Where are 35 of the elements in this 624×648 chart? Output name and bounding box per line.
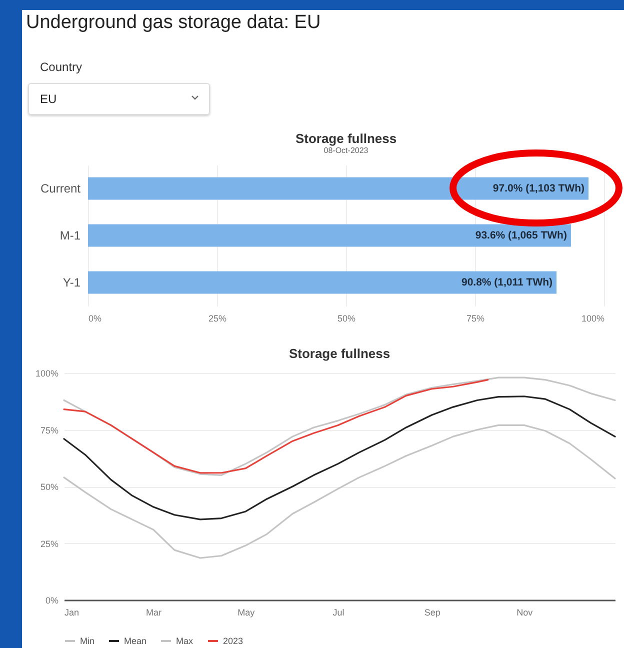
x-tick-label: 100% — [581, 314, 604, 324]
x-tick-label: Mar — [146, 608, 162, 618]
y-tick-label: M-1 — [60, 228, 81, 242]
x-tick-label: 25% — [208, 314, 227, 324]
y-tick-label: 100% — [35, 368, 58, 378]
chart-title: Storage fullness — [288, 346, 390, 361]
x-tick-label: Nov — [516, 608, 534, 618]
x-tick-label: May — [238, 608, 256, 618]
legend-label: Mean — [124, 636, 147, 646]
data-label: 97.0% (1,103 TWh) — [492, 182, 585, 194]
text: Country — [40, 60, 82, 74]
line-series — [63, 424, 616, 559]
line-series — [63, 379, 489, 474]
line-series — [63, 396, 616, 520]
y-tick-label: 25% — [40, 538, 58, 549]
x-tick-label: Sep — [424, 608, 440, 618]
chart-title: Storage fullness — [295, 131, 397, 146]
x-tick-label: Jul — [332, 608, 344, 618]
data-label: 93.6% (1,065 TWh) — [475, 230, 567, 242]
data-label: 90.8% (1,011 TWh) — [461, 276, 553, 288]
legend-label: Min — [80, 636, 95, 646]
y-tick-label: 0% — [45, 596, 58, 606]
x-tick-label: 0% — [88, 314, 102, 324]
x-tick-label: 50% — [337, 314, 356, 324]
legend-label: 2023 — [223, 636, 244, 646]
y-tick-label: Current — [40, 182, 82, 196]
y-tick-label: 75% — [40, 425, 58, 436]
dropdown: EU — [28, 83, 210, 115]
y-tick-label: Y-1 — [62, 276, 81, 290]
x-tick-label: Jan — [64, 608, 80, 618]
text: Underground gas storage data: EU — [26, 12, 321, 34]
y-tick-label: 50% — [40, 482, 58, 492]
x-tick-label: 75% — [466, 314, 485, 324]
legend-label: Max — [176, 636, 194, 646]
chart-subtitle: 08-Oct-2023 — [324, 146, 369, 155]
